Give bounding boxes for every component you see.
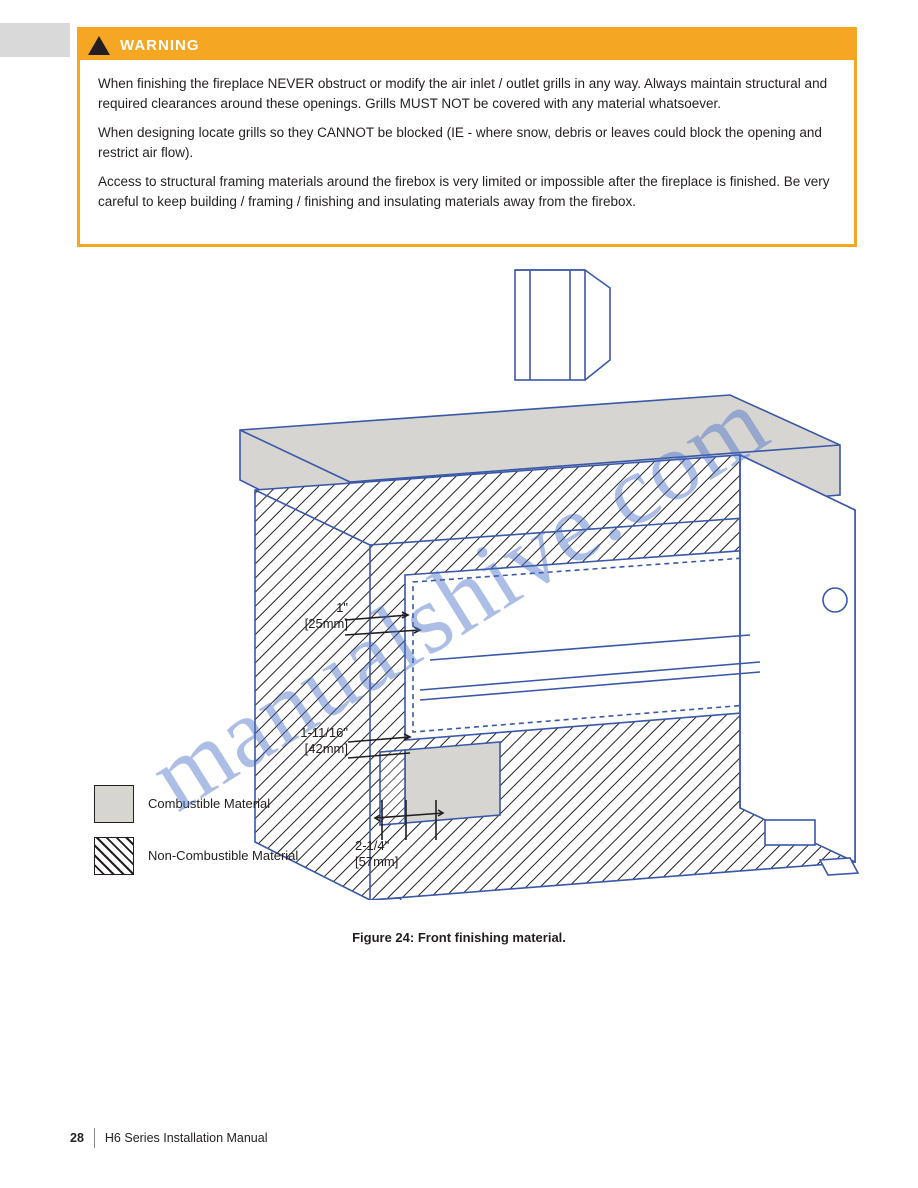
legend: Combustible Material Non-Combustible Mat…	[94, 785, 414, 889]
page-footer: 28 H6 Series Installation Manual	[70, 1128, 268, 1148]
warning-box: WARNING When finishing the fireplace NEV…	[77, 27, 857, 247]
warning-body: When finishing the fireplace NEVER obstr…	[80, 60, 854, 237]
dim-frame-in: 1"	[336, 600, 348, 615]
dim-frame-top-side: 1" [25mm]	[278, 600, 348, 633]
figure-caption: Figure 24: Front finishing material.	[0, 930, 918, 945]
legend-row-noncombustible: Non-Combustible Material	[94, 837, 414, 875]
side-tab	[0, 23, 70, 57]
dim-below-in: 1-11/16"	[300, 725, 348, 740]
legend-text-hatch: Non-Combustible Material	[148, 848, 298, 865]
page-root: WARNING When finishing the fireplace NEV…	[0, 0, 918, 1188]
legend-swatch-hatch	[94, 837, 134, 875]
footer-doc-title: H6 Series Installation Manual	[105, 1131, 268, 1145]
dim-frame-mm: [25mm]	[278, 616, 348, 632]
legend-row-combustible: Combustible Material	[94, 785, 414, 823]
warning-paragraph-2: When designing locate grills so they CAN…	[98, 123, 836, 162]
dim-below-mm: [42mm]	[268, 741, 348, 757]
legend-text-gray: Combustible Material	[148, 796, 270, 813]
footer-divider	[94, 1128, 95, 1148]
dim-below-opening: 1-11/16" [42mm]	[268, 725, 348, 758]
warning-header: WARNING	[80, 30, 854, 60]
warning-triangle-icon	[88, 36, 110, 55]
page-number: 28	[70, 1131, 84, 1145]
legend-swatch-gray	[94, 785, 134, 823]
warning-title: WARNING	[120, 37, 200, 54]
warning-paragraph-1: When finishing the fireplace NEVER obstr…	[98, 74, 836, 113]
warning-paragraph-3: Access to structural framing materials a…	[98, 172, 836, 211]
